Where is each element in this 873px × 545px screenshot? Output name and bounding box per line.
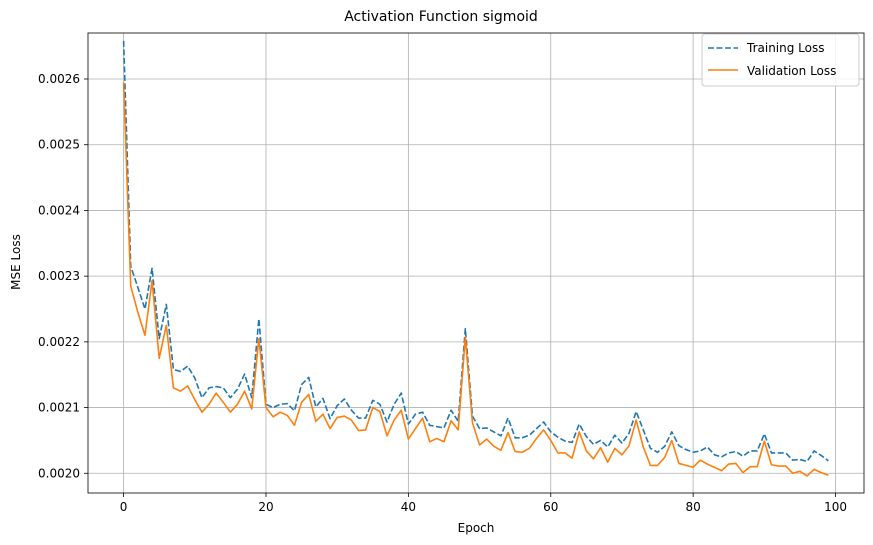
legend: Training Loss Validation Loss [701,33,860,87]
x-axis-label: Epoch [458,521,495,535]
grid-lines [88,33,864,493]
training-loss-line [122,40,829,463]
plot-frame [87,32,865,494]
legend-validation-label: Validation Loss [747,64,836,78]
x-tick-label: 100 [824,500,847,514]
y-axis-label: MSE Loss [9,234,23,290]
x-tick-label: 0 [120,500,128,514]
x-tick-label: 60 [543,500,558,514]
chart-title: Activation Function sigmoid [344,9,538,25]
x-tick-label: 20 [258,500,273,514]
y-tick-label: 0.0025 [38,138,80,152]
y-tick-label: 0.0020 [38,466,80,480]
x-tick-label: 80 [685,500,700,514]
x-tick-label: 40 [401,500,416,514]
legend-box [701,33,860,87]
y-tick-label: 0.0023 [38,269,80,283]
y-tick-label: 0.0021 [38,401,80,415]
axis-ticks: 0 20 40 60 80 100 0.0020 0.0021 0.0022 0.0023 0.00… [38,72,847,514]
y-tick-label: 0.0022 [38,335,80,349]
y-tick-label: 0.0026 [38,72,80,86]
series-layer [122,40,829,477]
legend-training-label: Training Loss [746,41,824,55]
validation-loss-line [122,82,829,477]
y-tick-label: 0.0024 [38,203,80,217]
